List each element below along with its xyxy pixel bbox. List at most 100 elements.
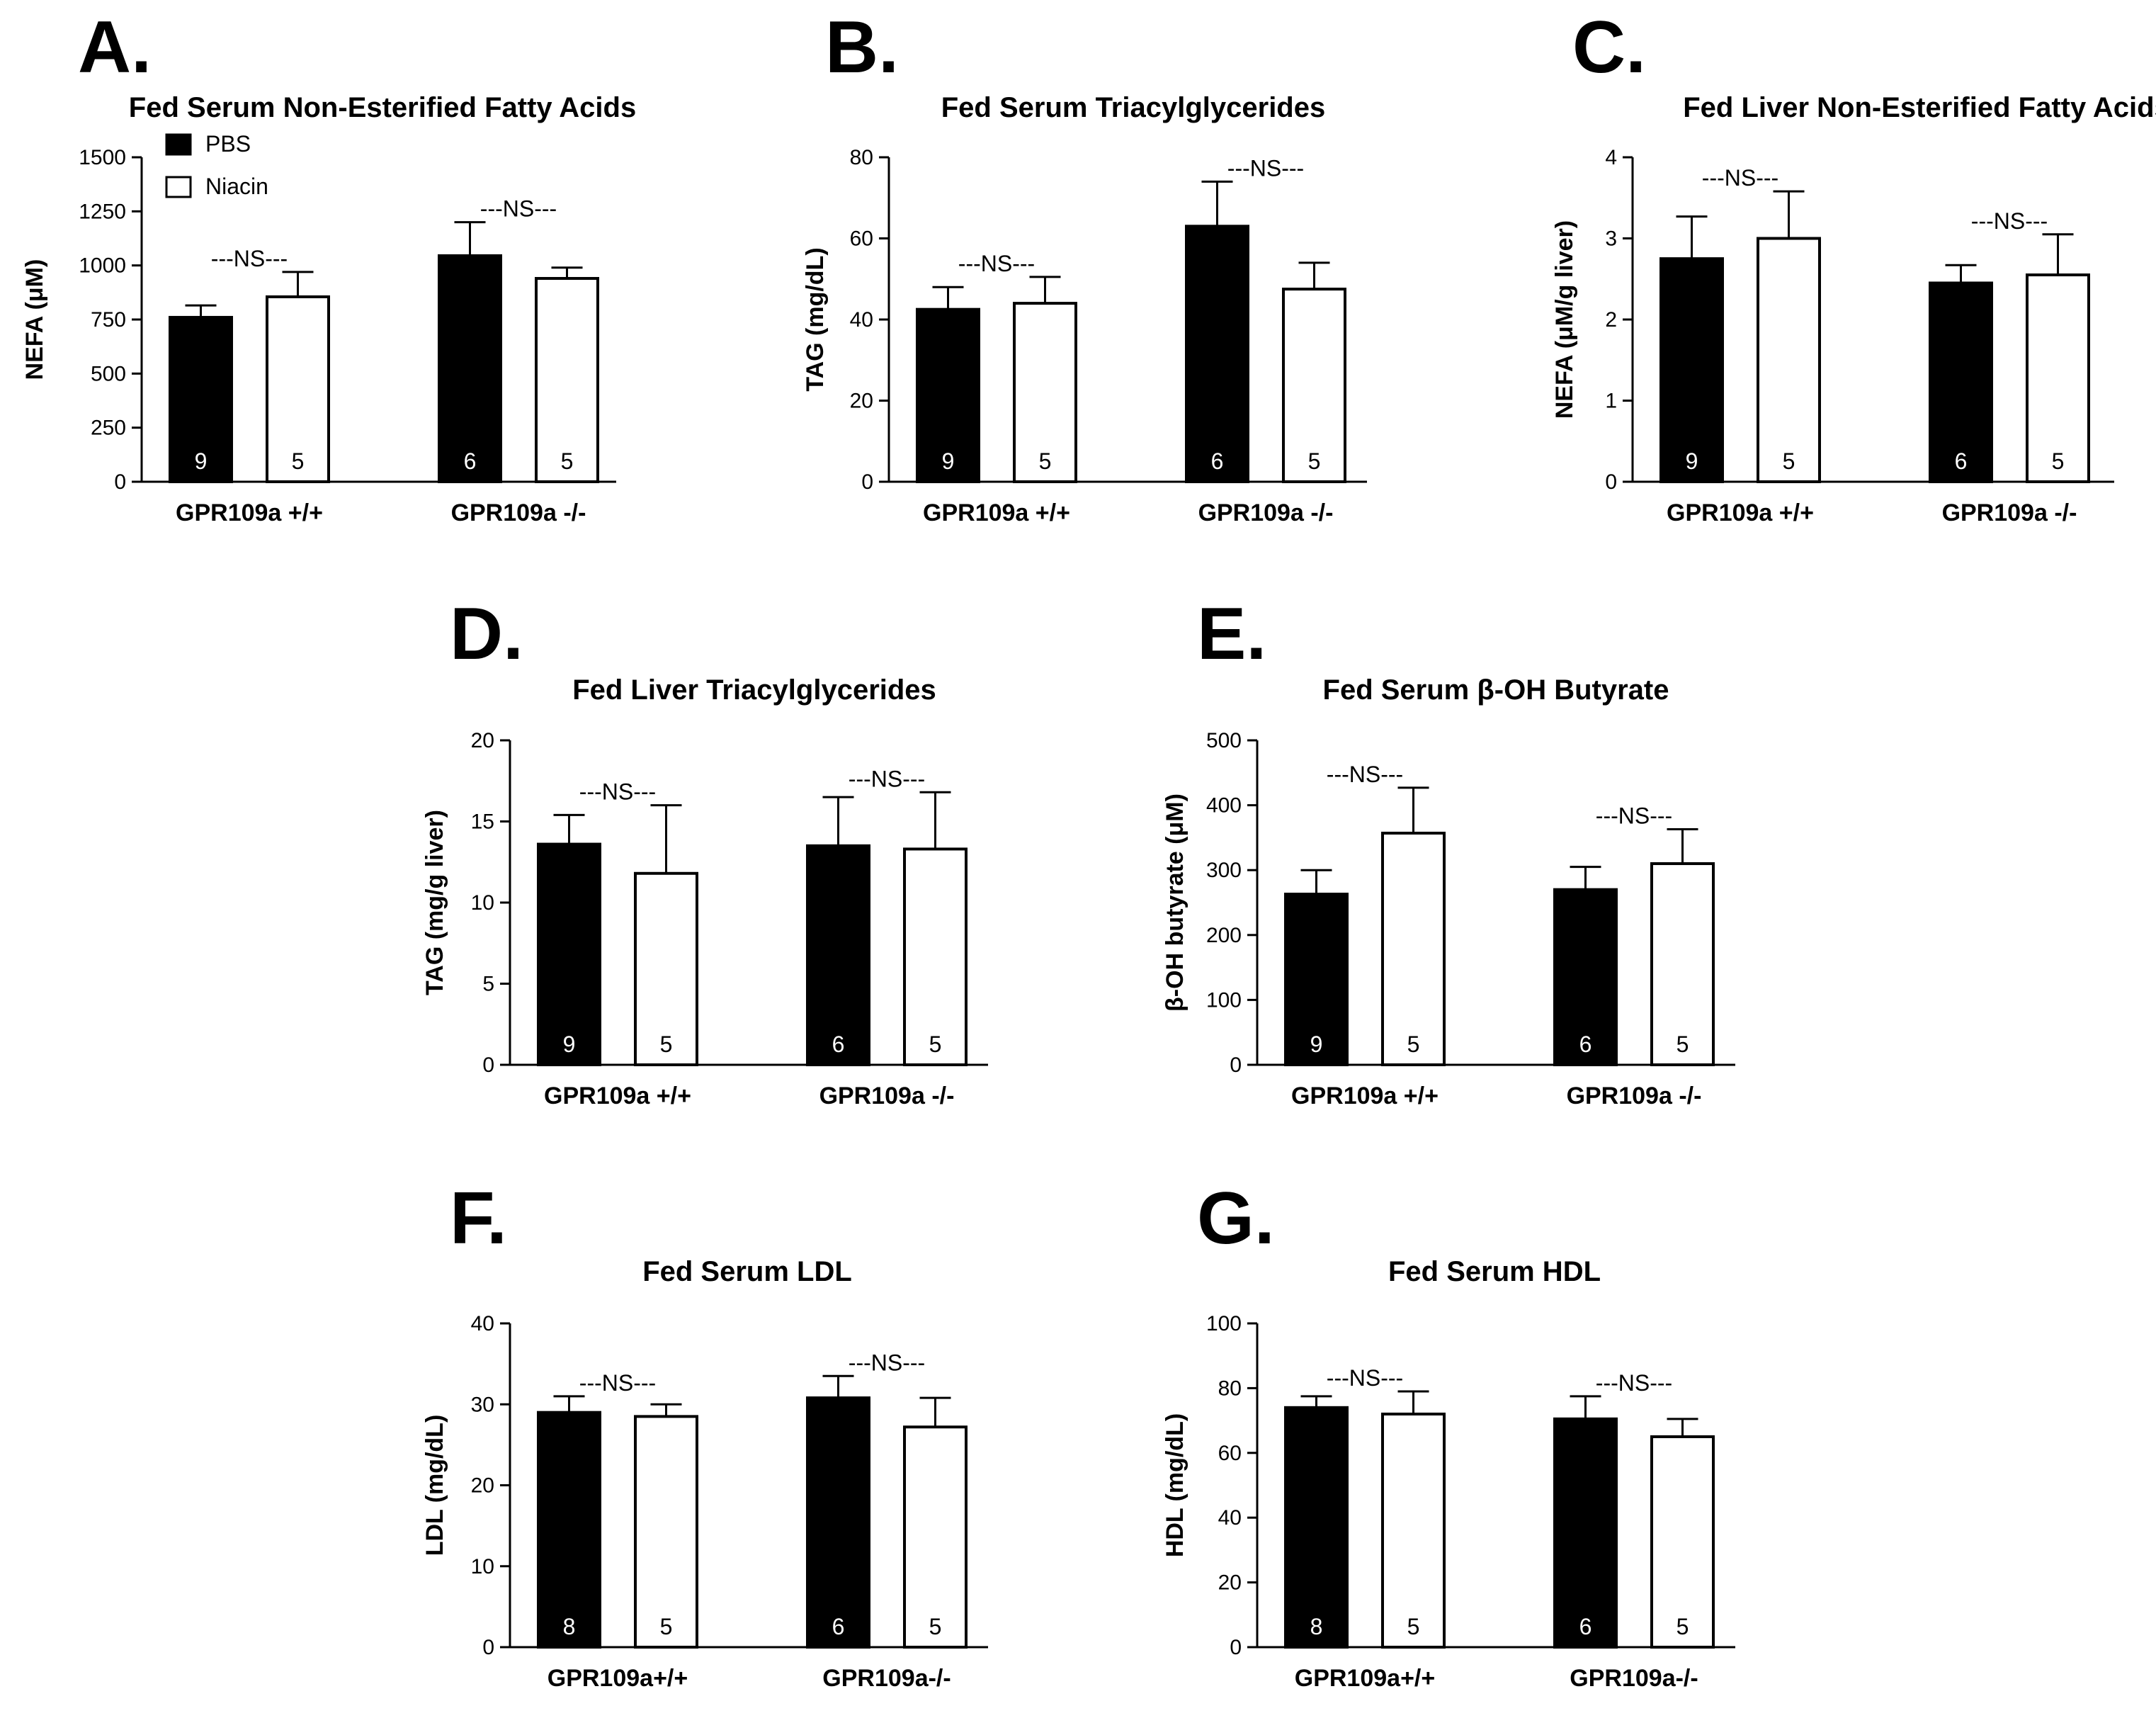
panel-letter: B. <box>825 6 899 89</box>
n-label: 5 <box>561 448 574 474</box>
y-tick-label: 3 <box>1605 227 1617 251</box>
chart-title: Fed Serum Non-Esterified Fatty Acids <box>129 92 636 123</box>
y-tick-label: 0 <box>482 1636 494 1659</box>
x-tick-label: GPR109a +/+ <box>1667 499 1814 526</box>
bar-pbs <box>1553 888 1618 1067</box>
significance-label: ---NS--- <box>958 251 1035 276</box>
panel-d: D. Fed Liver Triacylglycerides TAG (mg/g l… <box>421 593 988 1109</box>
panel-f: F. Fed Serum LDL LDL (mg/dL) 0 10 20 30 40 8 5 ---… <box>421 1177 988 1692</box>
y-tick-label: 30 <box>471 1393 494 1416</box>
n-label: 6 <box>1579 1614 1592 1639</box>
bar-niacin <box>903 847 968 1067</box>
y-tick-label: 4 <box>1605 146 1617 169</box>
n-label: 5 <box>929 1614 942 1639</box>
n-label: 9 <box>563 1032 576 1057</box>
panel-letter: C. <box>1572 6 1646 89</box>
n-label: 5 <box>1676 1032 1689 1057</box>
y-axis-label: TAG (mg/dL) <box>802 247 829 391</box>
bar-niacin <box>1013 302 1077 483</box>
significance-label: ---NS--- <box>579 779 656 805</box>
significance-label: ---NS--- <box>1227 155 1304 181</box>
bar-niacin <box>266 295 330 483</box>
bar-niacin <box>1757 237 1821 483</box>
x-tick-label: GPR109a +/+ <box>544 1083 691 1109</box>
n-label: 5 <box>1407 1614 1420 1639</box>
bar-pbs <box>1553 1417 1618 1649</box>
y-tick-label: 0 <box>1605 470 1617 494</box>
bar-niacin <box>535 276 599 483</box>
bar-pbs <box>1284 1406 1349 1649</box>
significance-label: ---NS--- <box>1971 208 2048 234</box>
bar-pbs <box>806 844 870 1066</box>
chart-title: Fed Serum HDL <box>1388 1256 1601 1287</box>
panel-b: B. Fed Serum Triacylglycerides TAG (mg/dL)… <box>802 6 1367 526</box>
n-label: 6 <box>832 1032 845 1057</box>
y-axis-label: β-OH butyrate (μM) <box>1162 793 1188 1012</box>
legend-label-pbs: PBS <box>205 131 251 157</box>
x-tick-label: GPR109a+/+ <box>547 1665 688 1692</box>
y-tick-label: 40 <box>471 1312 494 1335</box>
bar-niacin <box>1381 831 1446 1067</box>
x-tick-label: GPR109a -/- <box>1198 499 1334 526</box>
bar-niacin <box>1650 1435 1715 1649</box>
y-tick-label: 500 <box>91 362 126 385</box>
n-label: 5 <box>1039 448 1052 474</box>
y-tick-label: 15 <box>471 810 494 834</box>
significance-label: ---NS--- <box>1596 803 1672 828</box>
legend-swatch-niacin <box>165 176 192 198</box>
y-tick-label: 80 <box>1218 1377 1242 1400</box>
y-tick-label: 80 <box>850 146 873 169</box>
significance-label: ---NS--- <box>480 196 557 222</box>
y-tick-label: 400 <box>1206 794 1242 818</box>
y-tick-label: 10 <box>471 891 494 915</box>
bar-pbs <box>916 307 980 483</box>
x-tick-label: GPR109a +/+ <box>176 499 323 526</box>
x-tick-label: GPR109a -/- <box>451 499 586 526</box>
chart-title: Fed Serum Triacylglycerides <box>941 92 1325 123</box>
x-tick-label: GPR109a +/+ <box>923 499 1070 526</box>
y-tick-label: 750 <box>91 308 126 332</box>
bar-pbs <box>1284 893 1349 1067</box>
y-axis-label: NEFA (μM/g liver) <box>1551 220 1578 419</box>
legend-label-niacin: Niacin <box>205 174 268 199</box>
y-tick-label: 0 <box>482 1053 494 1077</box>
y-tick-label: 20 <box>471 729 494 752</box>
y-tick-label: 500 <box>1206 729 1242 752</box>
significance-label: ---NS--- <box>1327 762 1403 787</box>
chart-title: Fed Serum β-OH Butyrate <box>1323 674 1669 706</box>
panel-letter: A. <box>78 6 152 89</box>
y-tick-label: 5 <box>482 973 494 996</box>
x-tick-label: GPR109a -/- <box>819 1083 955 1109</box>
bar-niacin <box>903 1425 968 1649</box>
significance-label: ---NS--- <box>849 1350 925 1375</box>
bar-pbs <box>806 1396 870 1649</box>
y-tick-label: 60 <box>850 227 873 251</box>
y-tick-label: 60 <box>1218 1442 1242 1465</box>
n-label: 5 <box>929 1032 942 1057</box>
significance-label: ---NS--- <box>1702 165 1778 191</box>
significance-label: ---NS--- <box>1327 1365 1403 1391</box>
chart-title: Fed Liver Non-Esterified Fatty Acids <box>1683 92 2156 123</box>
n-label: 6 <box>1211 448 1224 474</box>
bar-pbs <box>1659 257 1724 483</box>
n-label: 5 <box>292 448 305 474</box>
chart-title: Fed Serum LDL <box>642 1256 852 1287</box>
bar-niacin <box>1650 862 1715 1067</box>
y-tick-label: 300 <box>1206 859 1242 882</box>
bar-niacin <box>2026 273 2090 483</box>
y-axis-label: HDL (mg/dL) <box>1162 1413 1188 1557</box>
y-tick-label: 100 <box>1206 1312 1242 1335</box>
significance-label: ---NS--- <box>579 1370 656 1396</box>
y-axis-label: NEFA (μM) <box>21 259 48 380</box>
x-tick-label: GPR109a +/+ <box>1291 1083 1439 1109</box>
n-label: 9 <box>942 448 955 474</box>
y-tick-label: 1000 <box>79 254 126 278</box>
n-label: 9 <box>1310 1032 1323 1057</box>
y-tick-label: 0 <box>1230 1053 1242 1077</box>
y-tick-label: 100 <box>1206 988 1242 1012</box>
x-tick-label: GPR109a -/- <box>1942 499 2077 526</box>
x-tick-label: GPR109a-/- <box>1570 1665 1698 1692</box>
n-label: 5 <box>660 1032 673 1057</box>
panel-c: C. Fed Liver Non-Esterified Fatty Acids NE… <box>1551 6 2156 526</box>
